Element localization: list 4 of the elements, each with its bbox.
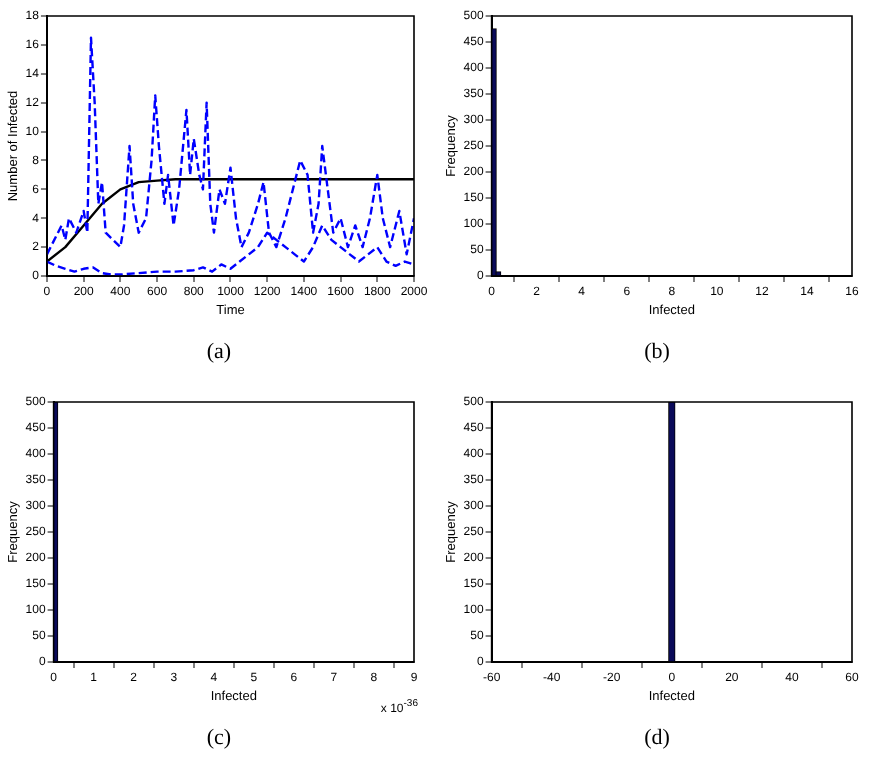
text: (d): [642, 726, 672, 750]
text: (a): [204, 340, 234, 364]
text: (c): [204, 726, 234, 750]
text: (b): [642, 340, 672, 364]
